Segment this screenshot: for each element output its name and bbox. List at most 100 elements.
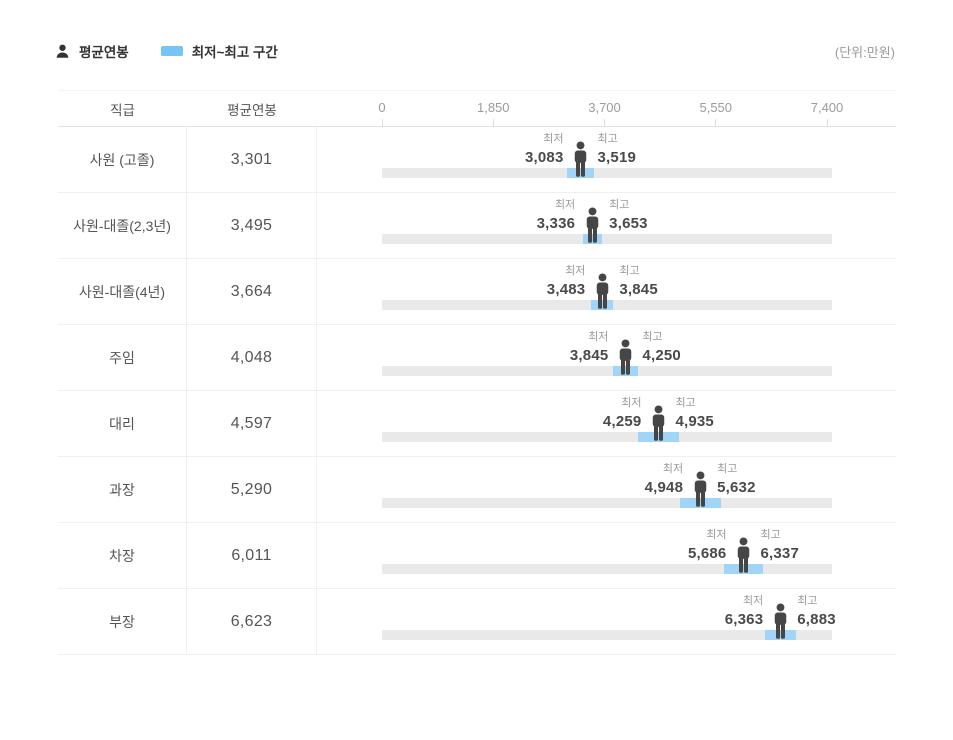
range-track bbox=[382, 630, 832, 640]
min-caption: 최저 bbox=[662, 463, 684, 475]
range-swatch-icon bbox=[160, 46, 183, 56]
person-marker-icon bbox=[596, 273, 609, 309]
range-bar bbox=[613, 366, 638, 376]
min-label-group: 최저 4,259 bbox=[603, 394, 642, 430]
position-label: 사원-대졸(2,3년) bbox=[73, 217, 171, 234]
legend: 평균연봉 최저~최고 구간 bbox=[55, 41, 278, 61]
axis-tick-mark bbox=[715, 119, 717, 127]
position-label: 부장 bbox=[109, 613, 135, 630]
average-value: 3,495 bbox=[230, 216, 273, 234]
min-caption: 최저 bbox=[565, 265, 586, 277]
min-caption: 최저 bbox=[706, 529, 727, 541]
max-value: 6,883 bbox=[797, 611, 836, 628]
range-chart: 최저 5,686 최고 6,337 bbox=[382, 523, 832, 588]
table-row: 부장 6,623 최저 6,363 최고 6,883 bbox=[58, 589, 896, 655]
average-value: 3,301 bbox=[230, 150, 273, 168]
max-label-group: 최고 4,250 bbox=[642, 328, 681, 364]
min-value: 4,259 bbox=[602, 413, 642, 430]
range-track bbox=[382, 564, 832, 574]
axis: 0 1,850 3,700 5,550 7,400 bbox=[378, 91, 843, 127]
range-chart: 최저 4,948 최고 5,632 bbox=[382, 457, 832, 522]
range-bar bbox=[638, 432, 679, 442]
min-label-group: 최저 4,948 bbox=[645, 460, 684, 496]
axis-tick-label: 1,850 bbox=[476, 100, 510, 115]
max-value: 3,653 bbox=[609, 215, 648, 232]
min-caption: 최저 bbox=[554, 199, 576, 211]
axis-tick-label: 3,700 bbox=[588, 100, 621, 115]
legend-average-label: 평균연봉 bbox=[79, 45, 129, 60]
max-value: 6,337 bbox=[760, 545, 800, 562]
range-bar bbox=[679, 498, 721, 508]
min-value: 3,483 bbox=[546, 281, 586, 298]
table-row: 주임 4,048 최저 3,845 최고 4,250 bbox=[58, 325, 896, 391]
legend-range-label: 최저~최고 구간 bbox=[191, 45, 278, 60]
average-value: 6,011 bbox=[231, 546, 272, 564]
salary-table: 직급 평균연봉 0 1,850 3,700 5,550 7,400 사원 (고졸) 3,… bbox=[58, 90, 896, 655]
max-label-group: 최고 3,845 bbox=[619, 262, 658, 298]
axis-tick-mark bbox=[826, 119, 828, 127]
max-caption: 최고 bbox=[609, 199, 630, 211]
axis-tick-mark bbox=[381, 119, 383, 127]
max-caption: 최고 bbox=[597, 133, 618, 145]
position-label: 주임 bbox=[109, 349, 135, 366]
min-label-group: 최저 3,083 bbox=[525, 130, 564, 166]
min-value: 4,948 bbox=[644, 479, 684, 496]
range-bar bbox=[567, 168, 594, 178]
range-track bbox=[382, 168, 832, 178]
table-row: 사원-대졸(2,3년) 3,495 최저 3,336 최고 3,653 bbox=[58, 193, 896, 259]
min-value: 3,845 bbox=[569, 347, 609, 364]
header-average: 평균연봉 bbox=[227, 102, 277, 118]
range-track bbox=[382, 366, 832, 376]
average-value: 4,597 bbox=[230, 414, 273, 432]
range-chart: 최저 3,483 최고 3,845 bbox=[382, 259, 832, 324]
axis-tick-mark bbox=[604, 119, 605, 127]
min-label-group: 최저 3,336 bbox=[537, 196, 576, 232]
range-bar bbox=[591, 300, 614, 310]
axis-tick-label: 5,550 bbox=[699, 100, 733, 115]
range-chart: 최저 3,845 최고 4,250 bbox=[382, 325, 832, 390]
min-value: 3,336 bbox=[536, 215, 576, 232]
average-value: 5,290 bbox=[230, 480, 273, 498]
min-label-group: 최저 5,686 bbox=[688, 526, 727, 562]
average-value: 6,623 bbox=[230, 612, 273, 630]
max-value: 3,845 bbox=[619, 281, 658, 298]
min-value: 5,686 bbox=[687, 545, 727, 562]
person-marker-icon bbox=[619, 339, 632, 375]
max-label-group: 최고 5,632 bbox=[717, 460, 756, 496]
min-label-group: 최저 3,483 bbox=[547, 262, 586, 298]
max-caption: 최고 bbox=[642, 331, 663, 343]
max-label-group: 최고 3,653 bbox=[609, 196, 648, 232]
position-label: 사원 (고졸) bbox=[89, 151, 155, 168]
max-caption: 최고 bbox=[675, 397, 696, 409]
position-label: 차장 bbox=[109, 547, 135, 564]
unit-label: (단위:만원) bbox=[834, 44, 895, 60]
person-marker-icon bbox=[694, 471, 706, 507]
legend-bar: 평균연봉 최저~최고 구간 (단위:만원) bbox=[55, 42, 895, 60]
min-caption: 최저 bbox=[743, 595, 764, 607]
position-label: 사원-대졸(4년) bbox=[78, 283, 166, 300]
axis-tick-label: 0 bbox=[378, 100, 386, 115]
person-marker-icon bbox=[652, 405, 665, 441]
range-chart: 최저 3,336 최고 3,653 bbox=[382, 193, 832, 258]
range-chart: 최저 4,259 최고 4,935 bbox=[382, 391, 832, 456]
position-label: 과장 bbox=[109, 481, 135, 498]
max-label-group: 최고 4,935 bbox=[675, 394, 714, 430]
average-value: 3,664 bbox=[230, 282, 273, 300]
axis-tick-label: 7,400 bbox=[810, 100, 844, 115]
min-caption: 최저 bbox=[621, 397, 642, 409]
range-chart: 최저 3,083 최고 3,519 bbox=[382, 127, 832, 192]
min-value: 6,363 bbox=[724, 611, 764, 628]
table-body: 사원 (고졸) 3,301 최저 3,083 최고 3,519 bbox=[58, 127, 896, 655]
max-label-group: 최고 6,883 bbox=[797, 592, 836, 628]
table-row: 차장 6,011 최저 5,686 최고 6,337 bbox=[58, 523, 896, 589]
table-row: 사원-대졸(4년) 3,664 최저 3,483 최고 3,845 bbox=[58, 259, 896, 325]
max-caption: 최고 bbox=[760, 529, 781, 541]
range-bar bbox=[723, 564, 764, 574]
person-marker-icon bbox=[737, 537, 750, 573]
min-caption: 최저 bbox=[543, 133, 564, 145]
min-value: 3,083 bbox=[524, 149, 564, 166]
max-label-group: 최고 3,519 bbox=[598, 130, 637, 166]
max-caption: 최고 bbox=[717, 463, 738, 475]
max-value: 5,632 bbox=[717, 479, 756, 496]
max-caption: 최고 bbox=[619, 265, 640, 277]
